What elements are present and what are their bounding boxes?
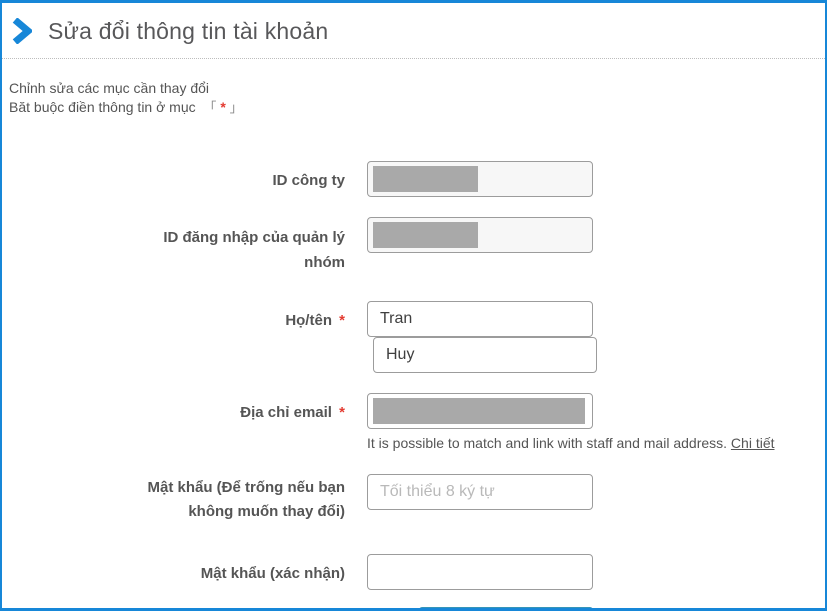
go-to-review-button[interactable]: Đến trang xem lại bbox=[419, 607, 593, 608]
email-note: It is possible to match and link with st… bbox=[367, 435, 775, 451]
row-full-name: Họ/tên * bbox=[2, 301, 825, 373]
email-field[interactable] bbox=[367, 393, 593, 429]
redaction-block bbox=[373, 222, 478, 248]
row-company-id: ID công ty bbox=[2, 161, 825, 197]
full-name-label: Họ/tên * bbox=[285, 312, 345, 329]
row-password-confirm: Mật khẩu (xác nhận) bbox=[2, 554, 825, 590]
manager-login-id-label: ID đăng nhập của quản lý nhóm bbox=[163, 229, 345, 271]
email-label: Địa chỉ email * bbox=[240, 404, 345, 421]
row-submit: Đến trang xem lại bbox=[2, 607, 825, 608]
chevron-right-icon bbox=[12, 18, 32, 44]
redaction-block bbox=[373, 398, 585, 424]
required-asterisk: * bbox=[220, 99, 226, 115]
required-asterisk: * bbox=[339, 312, 345, 329]
instruction-line-2: Băt buộc điền thông tin ở mục 「 * 」 bbox=[9, 99, 243, 115]
password-input[interactable] bbox=[367, 474, 593, 510]
first-name-input[interactable] bbox=[373, 337, 597, 373]
password-confirm-label: Mật khẩu (xác nhận) bbox=[200, 565, 345, 582]
details-link[interactable]: Chi tiết bbox=[730, 435, 775, 451]
row-email: Địa chỉ email * It is possible to match … bbox=[2, 393, 825, 452]
bracket-open: 「 bbox=[203, 100, 217, 115]
row-password: Mật khẩu (Để trống nếu bạn không muốn th… bbox=[2, 474, 825, 520]
last-name-input[interactable] bbox=[367, 301, 593, 337]
required-asterisk: * bbox=[339, 404, 345, 421]
bracket-close: 」 bbox=[229, 100, 243, 115]
instruction-line-1: Chỉnh sửa các mục cần thay đổi bbox=[9, 80, 210, 96]
page-header: Sửa đổi thông tin tài khoản bbox=[2, 3, 825, 59]
password-label: Mật khẩu (Để trống nếu bạn không muốn th… bbox=[147, 479, 345, 520]
company-id-label: ID công ty bbox=[272, 172, 345, 189]
page-title: Sửa đổi thông tin tài khoản bbox=[48, 18, 329, 44]
redaction-block bbox=[373, 166, 478, 192]
form-instructions: Chỉnh sửa các mục cần thay đổi Băt buộc … bbox=[9, 79, 825, 117]
manager-login-id-field bbox=[367, 217, 593, 253]
company-id-field bbox=[367, 161, 593, 197]
row-manager-login-id: ID đăng nhập của quản lý nhóm bbox=[2, 217, 825, 271]
password-confirm-input[interactable] bbox=[367, 554, 593, 590]
